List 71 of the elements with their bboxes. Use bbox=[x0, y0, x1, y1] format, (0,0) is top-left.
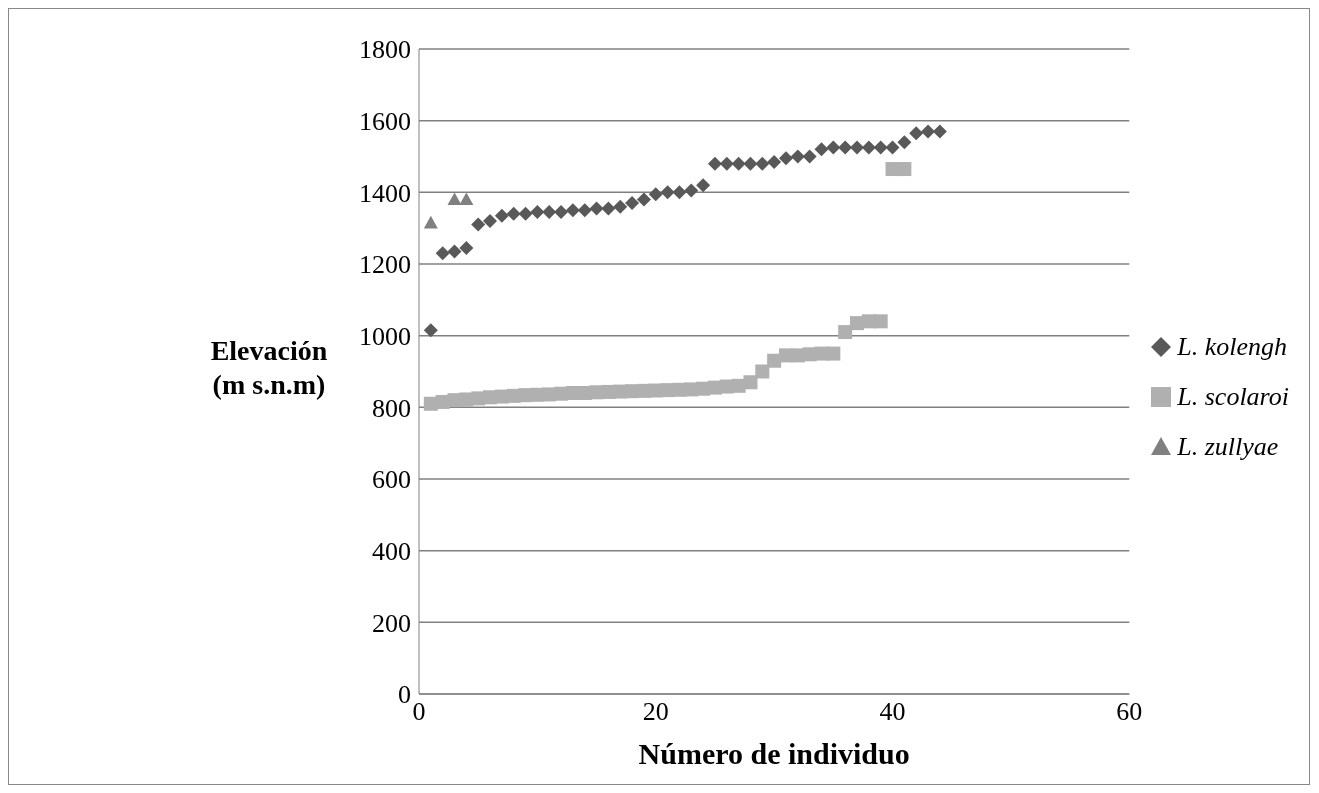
y-tick-label: 1600 bbox=[359, 106, 411, 136]
point bbox=[909, 126, 924, 141]
legend-label: L. kolengh bbox=[1177, 331, 1288, 362]
point bbox=[707, 156, 722, 171]
point bbox=[767, 353, 782, 368]
point bbox=[731, 156, 746, 171]
point bbox=[897, 135, 912, 150]
y-tick-label: 1400 bbox=[359, 178, 411, 208]
legend-label: L. zullyae bbox=[1177, 431, 1279, 462]
point bbox=[696, 178, 711, 193]
point bbox=[672, 185, 687, 200]
point bbox=[743, 156, 758, 171]
point bbox=[743, 375, 758, 390]
point bbox=[518, 206, 533, 221]
point bbox=[447, 244, 462, 259]
point bbox=[814, 142, 829, 157]
point bbox=[530, 205, 545, 220]
point bbox=[684, 183, 699, 198]
point bbox=[506, 206, 521, 221]
point bbox=[850, 140, 865, 155]
point bbox=[589, 201, 604, 216]
point bbox=[873, 314, 888, 329]
point bbox=[921, 124, 936, 139]
point bbox=[447, 192, 462, 206]
point bbox=[459, 192, 474, 206]
point bbox=[932, 124, 947, 139]
point bbox=[423, 323, 438, 338]
point bbox=[802, 149, 817, 164]
point bbox=[885, 140, 900, 155]
point bbox=[471, 217, 486, 232]
y-tick-label: 800 bbox=[372, 393, 411, 423]
point bbox=[826, 140, 841, 155]
x-axis-title: Número de individuo bbox=[638, 737, 910, 770]
x-tick-label: 40 bbox=[879, 697, 906, 727]
point bbox=[838, 325, 853, 340]
point bbox=[838, 140, 853, 155]
point bbox=[636, 192, 651, 207]
y-tick-label: 1800 bbox=[359, 35, 411, 65]
point bbox=[435, 246, 450, 261]
point bbox=[577, 203, 592, 218]
point bbox=[423, 215, 438, 229]
point bbox=[494, 208, 509, 223]
point bbox=[565, 203, 580, 218]
x-tick-label: 20 bbox=[642, 697, 669, 727]
y-tick-label: 400 bbox=[372, 536, 411, 566]
point bbox=[778, 151, 793, 166]
point bbox=[755, 364, 770, 379]
point bbox=[542, 205, 557, 220]
point bbox=[613, 199, 628, 214]
point bbox=[459, 240, 474, 255]
point bbox=[826, 346, 841, 361]
y-axis-title: Elevación (m s.n.m) bbox=[210, 334, 328, 400]
point bbox=[601, 201, 616, 216]
point bbox=[483, 214, 498, 228]
y-tick-label: 1200 bbox=[359, 250, 411, 280]
point bbox=[755, 156, 770, 171]
point bbox=[790, 149, 805, 164]
point bbox=[648, 187, 663, 202]
point bbox=[719, 156, 734, 171]
point bbox=[873, 140, 888, 155]
y-tick-label: 1000 bbox=[359, 321, 411, 351]
y-tick-label: 200 bbox=[372, 608, 411, 638]
x-tick-label: 60 bbox=[1116, 697, 1143, 727]
point bbox=[897, 162, 912, 177]
point bbox=[625, 196, 640, 211]
point bbox=[861, 140, 876, 155]
y-tick-label: 600 bbox=[372, 465, 411, 495]
legend-label: L. scolaroi bbox=[1177, 381, 1289, 412]
point bbox=[660, 185, 675, 200]
point bbox=[767, 154, 782, 169]
point bbox=[554, 205, 569, 220]
